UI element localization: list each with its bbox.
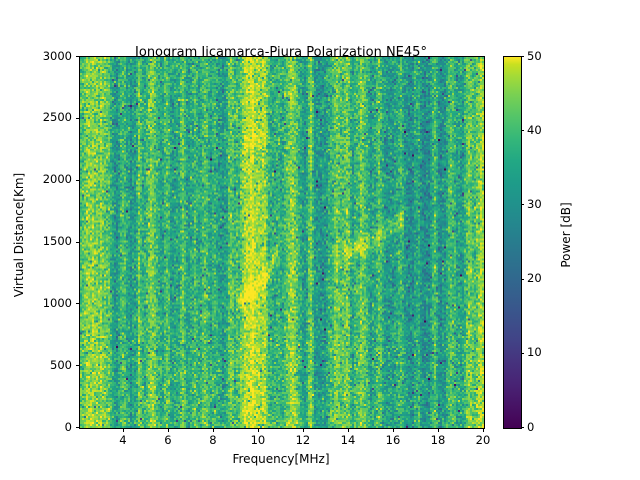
x-tick-mark — [393, 428, 394, 432]
y-tick-label: 2500 — [42, 110, 72, 125]
x-tick-label: 10 — [250, 433, 266, 447]
colorbar-tick-mark — [520, 56, 524, 57]
y-tick-mark — [75, 179, 79, 181]
colorbar-tick-label: 20 — [527, 271, 542, 286]
x-tick-label: 18 — [430, 433, 446, 447]
x-tick-mark — [167, 428, 169, 432]
x-tick-label: 20 — [475, 433, 491, 447]
y-tick-mark — [75, 303, 79, 305]
colorbar-tick-label: 10 — [527, 345, 542, 360]
colorbar — [503, 56, 522, 429]
y-tick-mark — [75, 117, 79, 119]
colorbar-tick-mark — [520, 352, 524, 354]
colorbar-tick-label: 30 — [527, 196, 542, 211]
colorbar-label: Power [dB] — [559, 202, 573, 268]
colorbar-tick-mark — [520, 204, 524, 206]
x-axis-label: Frequency[MHz] — [232, 452, 330, 466]
colorbar-tick-mark — [520, 427, 524, 428]
x-tick-label: 12 — [295, 433, 311, 447]
y-tick-label: 500 — [50, 357, 72, 372]
y-tick-label: 1000 — [42, 295, 72, 310]
y-tick-mark — [75, 365, 79, 367]
colorbar-tick-mark — [520, 278, 524, 280]
x-tick-mark — [483, 428, 484, 432]
x-tick-label: 6 — [164, 433, 172, 447]
colorbar-tick-label: 40 — [527, 122, 542, 137]
x-tick-mark — [257, 428, 259, 432]
y-tick-label: 3000 — [42, 48, 72, 63]
x-tick-mark — [348, 428, 349, 432]
y-tick-mark — [75, 241, 79, 243]
y-axis-tick-labels: 0 500 1000 1500 2000 2500 3000 — [0, 0, 72, 480]
ionogram-heatmap — [80, 57, 484, 428]
y-tick-label: 2000 — [42, 172, 72, 187]
x-tick-mark — [302, 428, 304, 432]
x-tick-label: 16 — [385, 433, 401, 447]
x-tick-label: 14 — [340, 433, 356, 447]
y-axis-label: Virtual Distance[Km] — [12, 172, 26, 298]
colorbar-tick-label: 50 — [527, 48, 542, 63]
colorbar-tick-mark — [520, 130, 524, 132]
y-tick-mark — [75, 56, 79, 57]
y-tick-label: 0 — [64, 419, 72, 434]
y-tick-mark — [75, 427, 79, 428]
x-tick-label: 8 — [209, 433, 217, 447]
x-tick-label: 4 — [119, 433, 127, 447]
x-tick-mark — [438, 428, 439, 432]
ionogram-plot-area — [79, 56, 485, 429]
x-tick-mark — [212, 428, 214, 432]
y-tick-label: 1500 — [42, 234, 72, 248]
x-tick-mark — [122, 428, 124, 432]
colorbar-tick-label: 0 — [527, 419, 535, 434]
